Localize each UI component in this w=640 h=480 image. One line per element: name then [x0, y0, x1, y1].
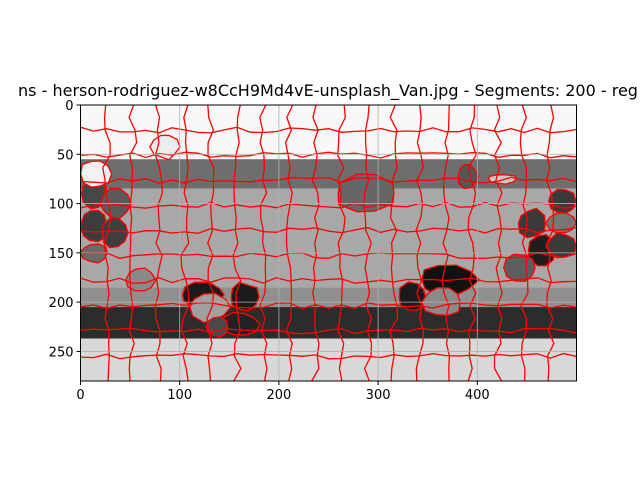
segment-boundary-h7: [80, 277, 577, 285]
segment-boundary-v16: [493, 105, 503, 381]
x-axis: 0 100 200 300 400: [76, 381, 490, 403]
x-tick-label-400: 400: [465, 388, 490, 403]
region-4: [101, 217, 129, 249]
region-16: [230, 281, 260, 312]
x-tick-label-0: 0: [76, 388, 84, 403]
segment-boundary-h5: [80, 226, 577, 234]
band-1: [80, 159, 577, 189]
band-5: [80, 338, 577, 381]
segment-boundary-v1: [102, 105, 112, 381]
segment-boundary-v5: [206, 105, 215, 381]
segment-boundary-v9: [311, 105, 320, 381]
segmented-image: [80, 105, 577, 381]
segment-boundary-v18: [545, 105, 555, 381]
segment-boundary-h9: [80, 327, 577, 335]
segment-boundary-v12: [389, 105, 399, 381]
x-tick-label-200: 200: [266, 388, 291, 403]
grid-lines: [80, 105, 577, 381]
segment-boundary-v6: [232, 105, 242, 381]
segment-boundary-v13: [415, 105, 425, 381]
chart-title: ns - herson-rodriguez-w8CcH9Md4vE-unspla…: [18, 81, 638, 101]
segment-boundary-h6: [80, 252, 577, 260]
y-axis: 0 50 100 150 200 250: [49, 99, 81, 360]
x-tick-label-300: 300: [366, 388, 391, 403]
segment-boundary-v17: [519, 105, 529, 381]
region-1: [80, 209, 108, 243]
band-3: [80, 287, 577, 308]
segment-boundary-v7: [259, 105, 268, 381]
segment-boundary-v11: [363, 105, 373, 381]
segment-boundary-v10: [337, 105, 346, 381]
region-20: [337, 173, 395, 213]
segment-boundary-v2: [128, 105, 138, 381]
segment-boundary-h3: [80, 176, 577, 184]
segment-boundary-h8: [80, 302, 577, 310]
region-5: [517, 207, 546, 239]
x-tick-label-100: 100: [167, 388, 192, 403]
y-tick-label-0: 0: [65, 99, 73, 114]
segment-boundary-v8: [284, 105, 294, 381]
segment-boundary-h4: [80, 201, 577, 209]
segment-boundary-h10: [80, 352, 577, 360]
plot-frame: [80, 104, 577, 382]
y-tick-label-100: 100: [49, 198, 74, 213]
band-4: [80, 307, 577, 339]
segment-boundary-v3: [154, 105, 164, 381]
y-tick-label-250: 250: [49, 345, 74, 360]
segment-boundary-v14: [441, 105, 451, 381]
segment-boundary-v4: [180, 105, 190, 381]
y-tick-label-50: 50: [57, 148, 74, 163]
segment-boundary-h1: [80, 126, 577, 134]
segment-boundary-v15: [467, 105, 477, 381]
y-tick-label-200: 200: [49, 296, 74, 311]
y-tick-label-150: 150: [49, 247, 74, 262]
